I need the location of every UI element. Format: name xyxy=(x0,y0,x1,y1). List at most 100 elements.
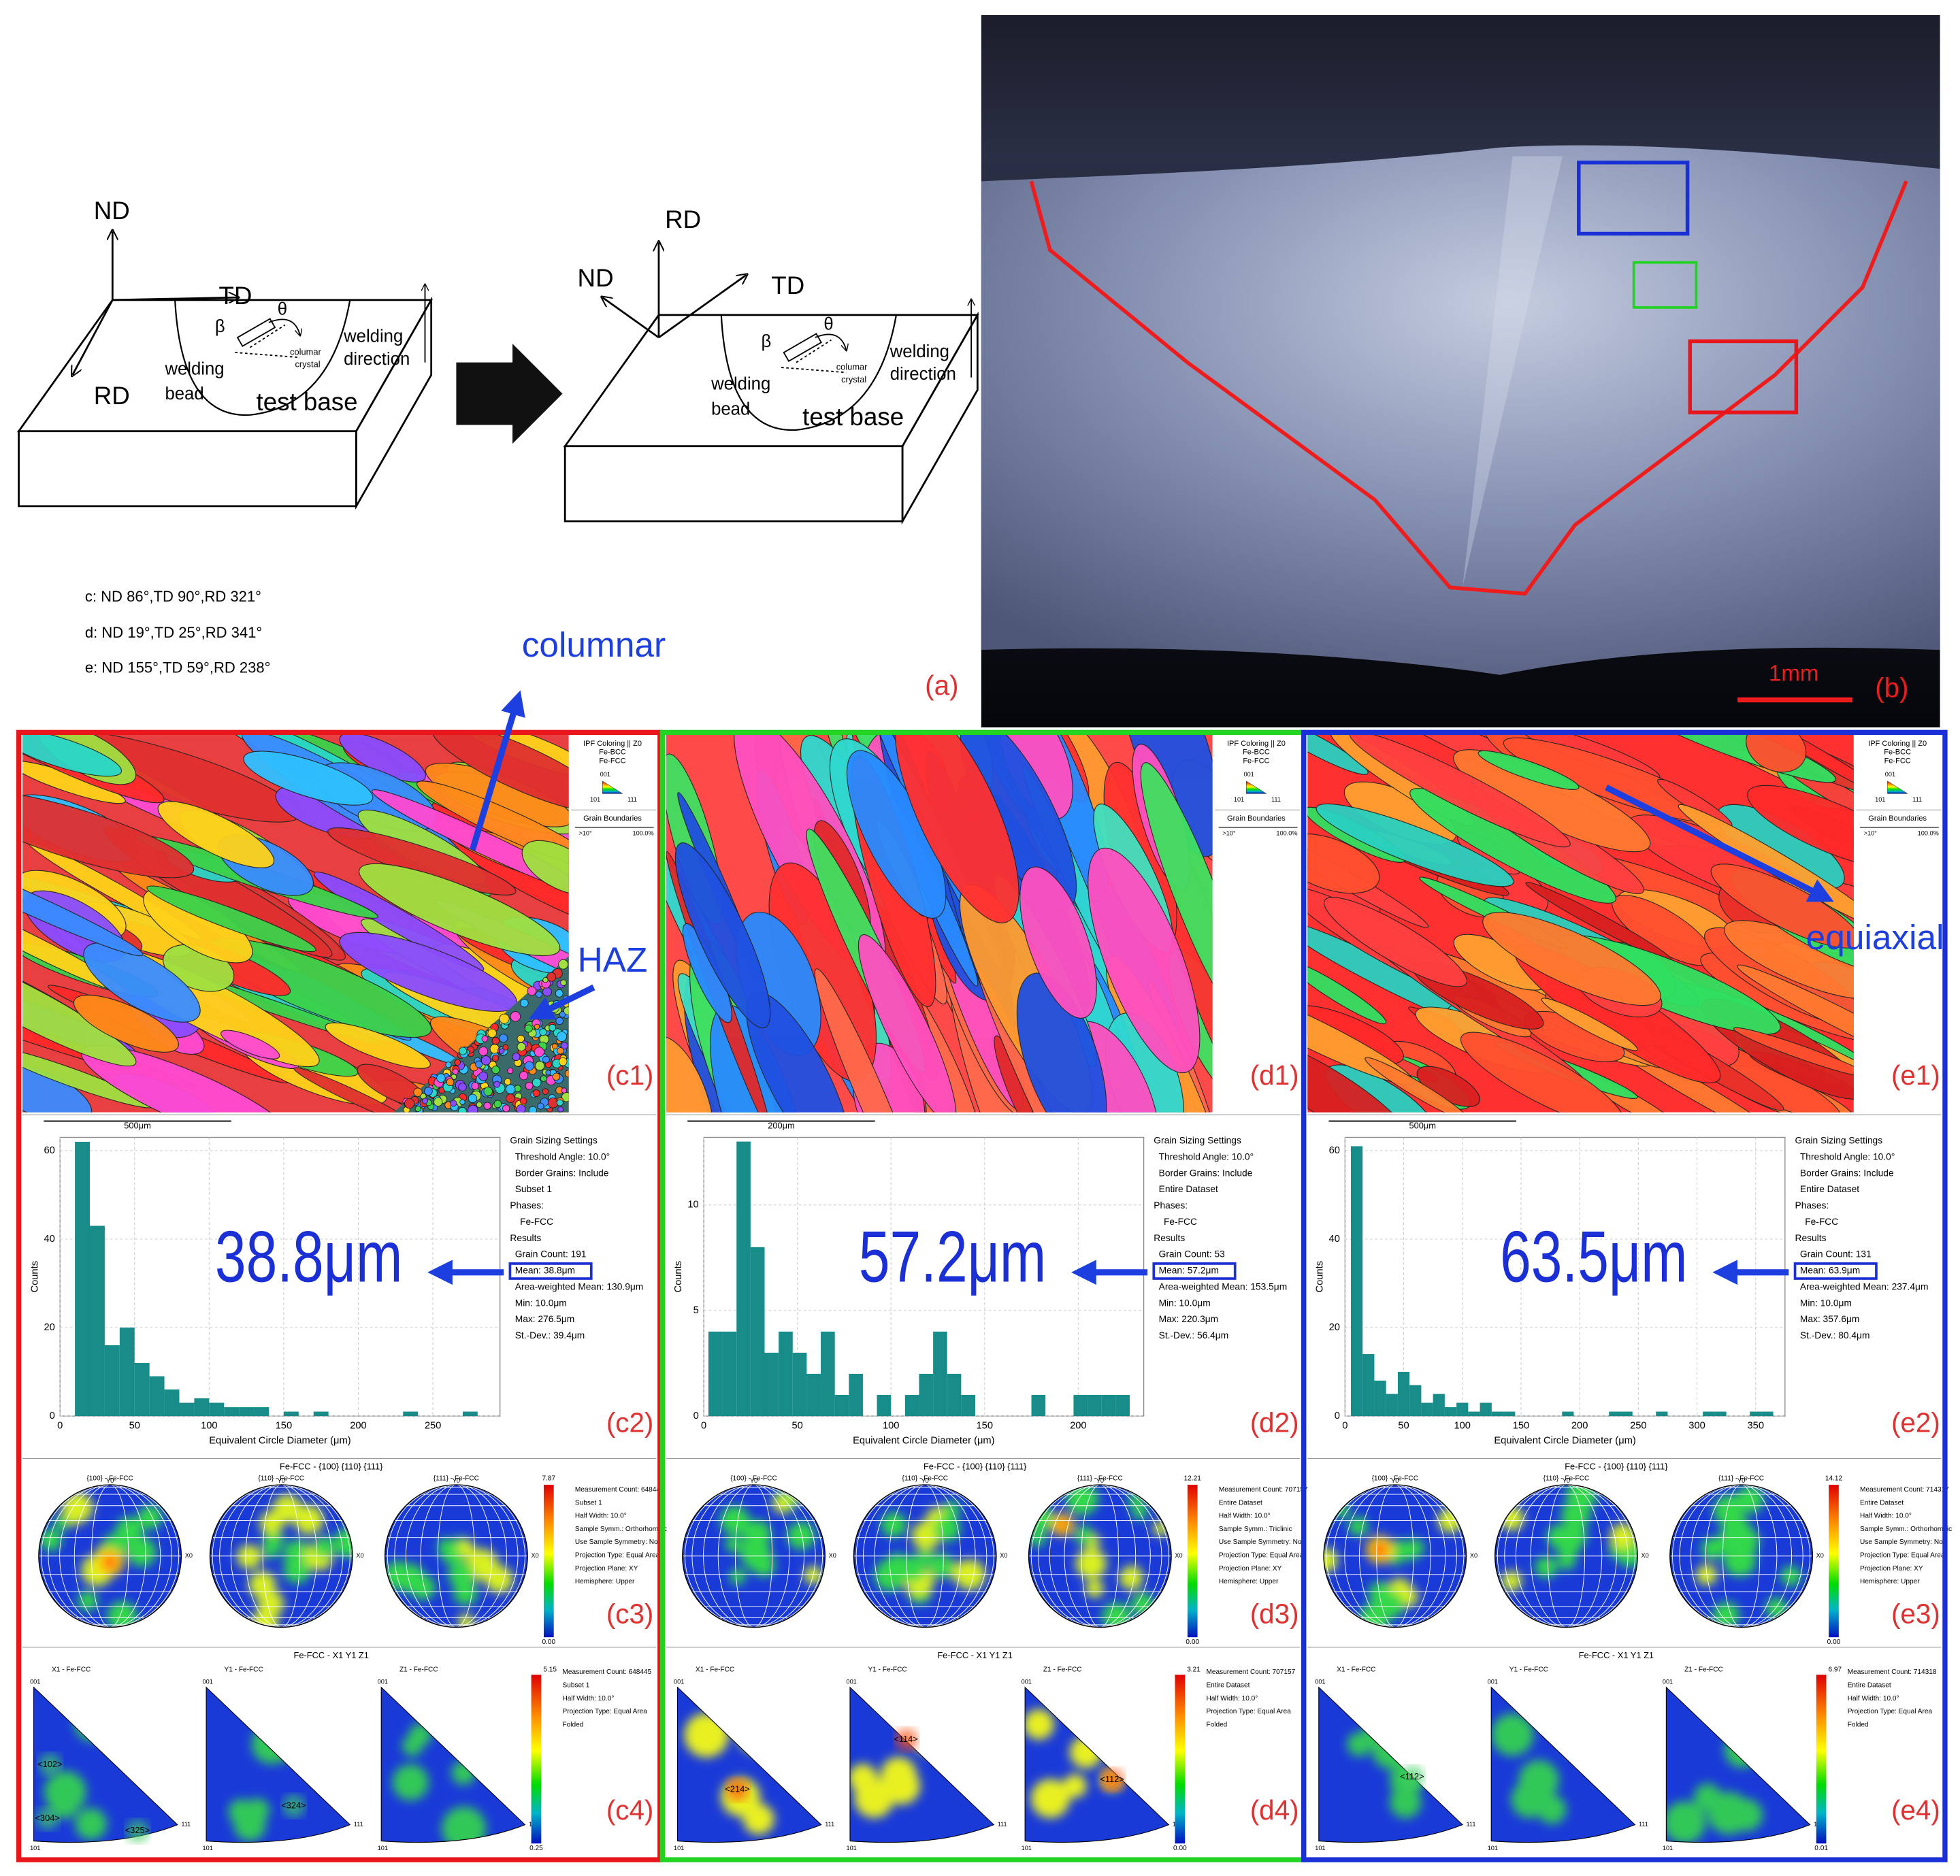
legend-text: IPF Coloring || Z0 xyxy=(1227,740,1286,748)
bar xyxy=(947,1373,962,1417)
x-tick-label: 150 xyxy=(276,1421,293,1432)
x-axis-label: Equivalent Circle Diameter (μm) xyxy=(853,1436,994,1447)
bar xyxy=(134,1363,150,1417)
settings-text: Results xyxy=(1154,1233,1185,1243)
settings-text: Border Grains: Include xyxy=(1159,1168,1253,1178)
haz-grain xyxy=(555,989,564,998)
haz-grain xyxy=(499,1034,508,1043)
haz-grain xyxy=(516,1104,526,1113)
ipf-corner: 101 xyxy=(1663,1845,1673,1852)
bar xyxy=(1609,1411,1621,1417)
pole-subtitle: {110} - Fe-FCC xyxy=(1544,1475,1590,1483)
intensity-peak xyxy=(1057,1519,1068,1530)
bar xyxy=(179,1402,195,1417)
plot-area xyxy=(1344,1136,1786,1417)
legend-text: Fe-FCC xyxy=(1884,757,1911,766)
haz-grain xyxy=(478,1071,488,1081)
column-border xyxy=(1301,729,1948,1862)
arrow xyxy=(1605,785,1834,902)
pole-outline xyxy=(682,1484,826,1628)
intensity-blob xyxy=(1610,1523,1637,1550)
pole-info: Sample Symm.: Triclinic xyxy=(1219,1526,1292,1533)
haz-grain xyxy=(537,1102,544,1110)
key-corner: 111 xyxy=(1271,796,1281,803)
bar xyxy=(919,1373,934,1417)
x-tick-label: 50 xyxy=(1398,1421,1409,1432)
bar xyxy=(708,1331,723,1417)
ipf-subtitle: Z1 - Fe-FCC xyxy=(399,1666,438,1674)
columnar-crystal xyxy=(236,318,276,347)
settings-text: Fe-FCC xyxy=(1164,1217,1197,1227)
grain xyxy=(1460,1032,1624,1113)
settings-text: Results xyxy=(1795,1233,1827,1243)
theta-label: θ xyxy=(278,299,287,318)
pole-outline xyxy=(209,1484,353,1628)
grain xyxy=(1477,750,1580,790)
ipf-info: Projection Type: Equal Area xyxy=(1848,1708,1933,1715)
haz-grain xyxy=(459,1099,466,1105)
pole-info: Measurement Count: 707157 xyxy=(1219,1486,1308,1494)
direction-label: direction xyxy=(344,350,410,369)
settings-text: Min: 10.0μm xyxy=(1159,1298,1211,1308)
bar xyxy=(1703,1411,1715,1417)
bead-label: welding xyxy=(164,360,224,379)
intensity-blob xyxy=(262,1541,280,1558)
pole-axis: Y0 xyxy=(1391,1477,1399,1484)
pole-axis: Y0 xyxy=(1737,1477,1745,1484)
intensity-blob xyxy=(39,1529,62,1551)
intensity-blob xyxy=(749,1549,768,1568)
pole-subtitle: {100} - Fe-FCC xyxy=(1372,1475,1418,1483)
intensity-blob xyxy=(1721,1515,1751,1545)
settings-text: Threshold Angle: 10.0° xyxy=(1800,1151,1895,1162)
colorbar-label: 0.00 xyxy=(542,1639,555,1646)
grain xyxy=(313,871,485,972)
haz-grain xyxy=(413,1087,423,1097)
colorbar xyxy=(543,1485,554,1638)
annotations: columnar HAZ equiaxial xyxy=(469,625,1944,1020)
ipf-info: Half Width: 10.0° xyxy=(1206,1695,1258,1702)
pole-axis: Y0 xyxy=(453,1477,460,1484)
pole-info: Hemisphere: Upper xyxy=(575,1578,635,1585)
crystal-label: crystal xyxy=(295,359,320,369)
ipf-annotation: <112> xyxy=(1400,1771,1424,1781)
ipf-info: Projection Type: Equal Area xyxy=(1206,1708,1291,1715)
arrow xyxy=(469,690,525,851)
intensity-blob xyxy=(485,1565,513,1594)
pole-info: Use Sample Symmetry: No xyxy=(1219,1538,1302,1546)
pole-axis: Y0 xyxy=(106,1477,114,1484)
settings-text: Grain Sizing Settings xyxy=(1795,1136,1883,1146)
legend-text: Fe-BCC xyxy=(1243,748,1270,757)
bar xyxy=(821,1331,835,1417)
pole-axis: Y0 xyxy=(278,1477,285,1484)
pole-title: Fe-FCC - {100} {110} {111} xyxy=(924,1462,1027,1472)
haz-grain xyxy=(458,1107,467,1113)
y-tick-label: 5 xyxy=(693,1305,699,1316)
haz-grain xyxy=(519,1071,529,1081)
x-tick-label: 200 xyxy=(350,1421,367,1432)
ipf-corner: 111 xyxy=(1466,1821,1475,1828)
intensity-blob xyxy=(787,1521,815,1550)
grain xyxy=(220,1030,280,1059)
y-tick-label: 60 xyxy=(44,1145,54,1156)
haz-grain xyxy=(557,1047,564,1055)
panel-label: (c1) xyxy=(606,1059,654,1091)
annotation: columnar xyxy=(522,625,666,664)
grain xyxy=(293,1067,416,1113)
panel-a: (a) c: ND 86°,TD 90°,RD 321° d: ND 19°,T… xyxy=(16,197,979,701)
ipf-corner: 001 xyxy=(1022,1679,1032,1685)
grain xyxy=(1307,833,1380,894)
crystal-label: columar xyxy=(290,346,321,357)
intensity-blob xyxy=(1324,1548,1338,1573)
intensity-blob xyxy=(1535,1556,1557,1579)
grain xyxy=(157,801,275,868)
angle-text: e: ND 155°,TD 59°,RD 238° xyxy=(85,659,271,676)
intensity-blob xyxy=(1085,1579,1104,1598)
ipf-corner: 001 xyxy=(674,1679,684,1685)
pole-axis: X0 xyxy=(1175,1552,1182,1559)
grain xyxy=(1019,866,1097,1019)
panel-label: (c4) xyxy=(606,1794,654,1826)
colorbar-label: 5.15 xyxy=(543,1666,557,1674)
x-axis-label: Equivalent Circle Diameter (μm) xyxy=(209,1436,350,1447)
pole-axis: X0 xyxy=(532,1552,539,1559)
ipf-annotation: <325> xyxy=(125,1825,150,1835)
